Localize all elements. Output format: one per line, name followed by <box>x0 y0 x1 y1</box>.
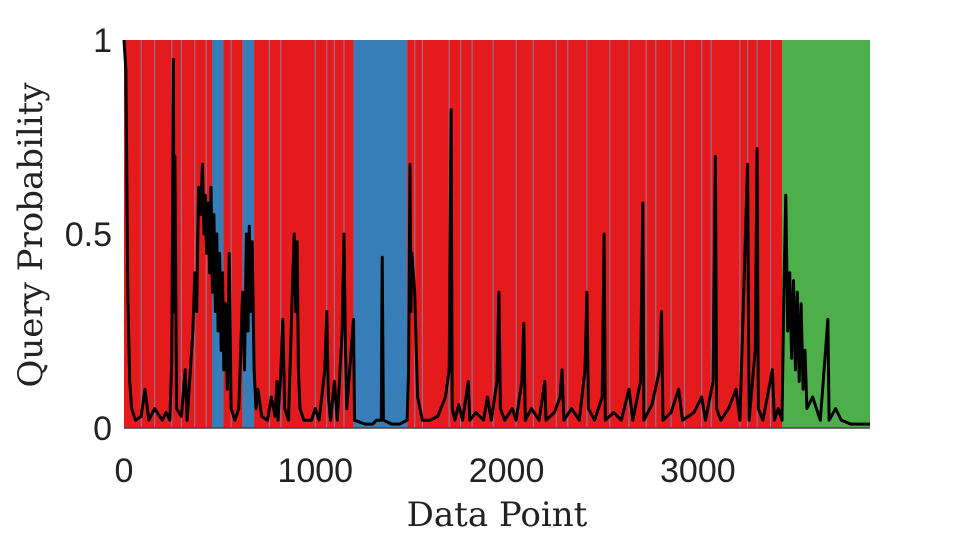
y-tick-label-0: 0 <box>93 410 112 448</box>
x-tick-label-1: 1000 <box>277 452 353 490</box>
y-axis-ticks: 00.51 <box>65 22 112 448</box>
y-axis-title: Query Probability <box>11 82 51 388</box>
x-tick-label-3: 3000 <box>660 452 736 490</box>
x-axis-title: Data Point <box>407 495 588 535</box>
x-axis-ticks: 0 1000 2000 3000 <box>115 452 736 490</box>
query-probability-line <box>122 39 870 426</box>
x-tick-label-0: 0 <box>115 452 134 490</box>
x-tick-label-2: 2000 <box>469 452 545 490</box>
region-red-4 <box>254 40 354 428</box>
y-tick-label-1: 0.5 <box>65 216 112 254</box>
y-tick-label-2: 1 <box>93 22 112 60</box>
region-red-6 <box>407 40 783 428</box>
